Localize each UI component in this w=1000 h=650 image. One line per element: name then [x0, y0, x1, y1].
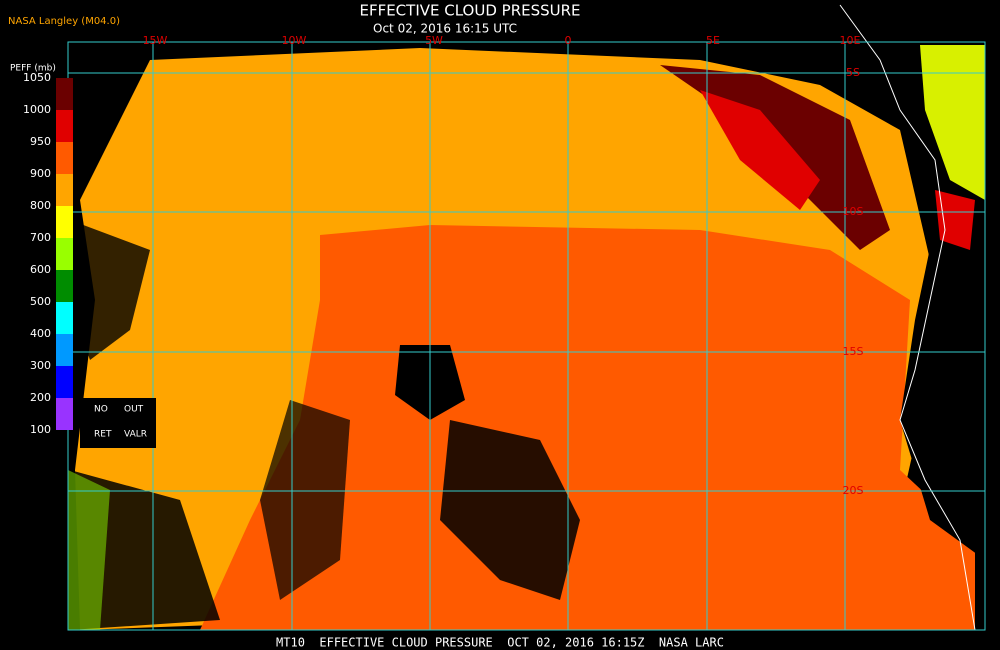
- subtitle: Oct 02, 2016 16:15 UTC: [373, 22, 517, 36]
- high-cloud-patch: [700, 90, 820, 210]
- clear-patch: [70, 220, 150, 360]
- clear-patch: [260, 400, 350, 600]
- legend-notes: NO OUT RET VALR: [94, 405, 147, 440]
- legend-note: NO: [94, 405, 108, 415]
- legend: PEFF (mb) NO OUT RET VALR 1050 1000 950 900…: [10, 64, 156, 448]
- source-label: NASA Langley (M04.0): [8, 16, 120, 27]
- mid-cloud-region: [200, 225, 975, 630]
- coastline: [839, 4, 976, 631]
- footer: MT10 EFFECTIVE CLOUD PRESSURE OCT 02, 20…: [276, 636, 724, 650]
- legend-tick-label: 600: [30, 263, 51, 276]
- land-cloud: [935, 190, 975, 250]
- legend-tick-label: 1050: [23, 71, 51, 84]
- legend-tick-label: 900: [30, 167, 51, 180]
- legend-swatch: [56, 174, 73, 206]
- legend-swatch: [56, 206, 73, 238]
- legend-note: VALR: [124, 430, 147, 440]
- lon-labels: 15W 10W 5W 0 5E 10E: [143, 34, 861, 47]
- lat-label: 10S: [843, 205, 864, 218]
- legend-tick-label: 950: [30, 135, 51, 148]
- legend-swatch: [56, 238, 73, 270]
- legend-swatch: [56, 142, 73, 174]
- legend-tick-label: 300: [30, 359, 51, 372]
- legend-note: RET: [94, 430, 112, 440]
- legend-tick-label: 100: [30, 423, 51, 436]
- lat-label: 5S: [846, 66, 860, 79]
- map: [67, 4, 986, 631]
- clear-patch: [440, 420, 580, 600]
- legend-notes-box: [80, 398, 156, 448]
- legend-swatch: [56, 302, 73, 334]
- legend-tick-label: 200: [30, 391, 51, 404]
- land-cloud: [920, 45, 985, 200]
- lon-label: 10E: [840, 34, 861, 47]
- lon-label: 15W: [143, 34, 168, 47]
- low-level-patch: [68, 470, 110, 630]
- legend-tick-label: 500: [30, 295, 51, 308]
- legend-swatch: [56, 78, 73, 110]
- lat-label: 15S: [843, 345, 864, 358]
- lat-labels: 5S 10S 15S 20S: [843, 66, 864, 497]
- legend-swatch: [56, 398, 73, 430]
- legend-tick-label: 700: [30, 231, 51, 244]
- legend-title: PEFF (mb): [10, 64, 56, 74]
- legend-note: OUT: [124, 405, 144, 415]
- legend-swatch: [56, 334, 73, 366]
- title: EFFECTIVE CLOUD PRESSURE: [359, 2, 580, 20]
- legend-tick-label: 1000: [23, 103, 51, 116]
- legend-swatch: [56, 270, 73, 302]
- legend-tick-label: 800: [30, 199, 51, 212]
- graticule: [68, 42, 985, 630]
- lon-label: 5W: [425, 34, 443, 47]
- legend-swatch: [56, 366, 73, 398]
- lon-label: 5E: [706, 34, 720, 47]
- lat-label: 20S: [843, 484, 864, 497]
- legend-ticks: 1050 1000 950 900 800 700 600 500 400 300 200 100: [23, 71, 51, 436]
- lon-label: 0: [565, 34, 572, 47]
- lon-label: 10W: [282, 34, 307, 47]
- legend-swatch: [56, 110, 73, 142]
- legend-tick-label: 400: [30, 327, 51, 340]
